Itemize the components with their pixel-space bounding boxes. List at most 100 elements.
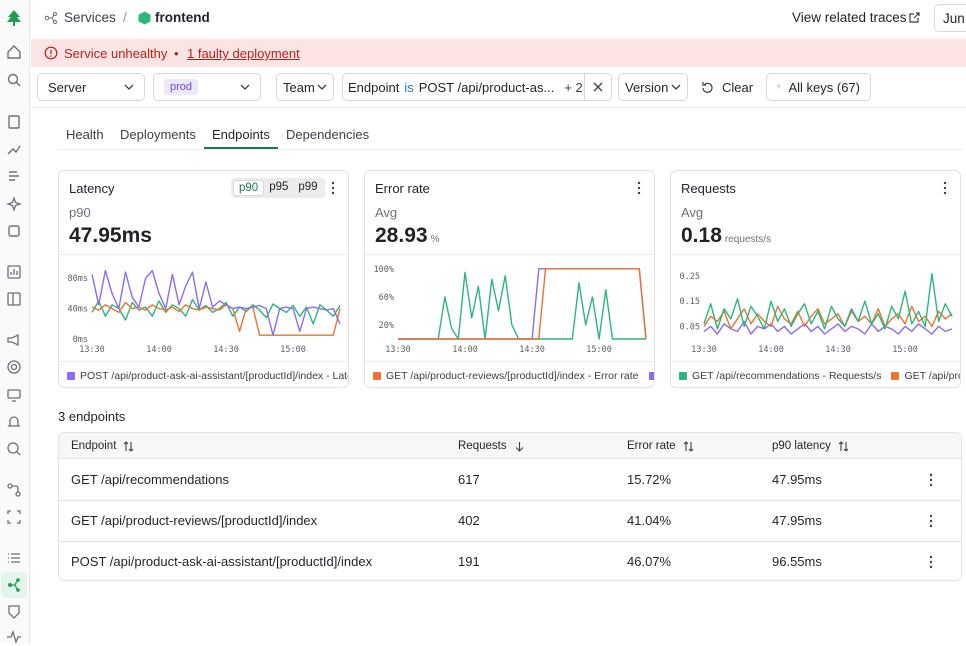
legend-item[interactable]: GET /api/recommendations - Requests/s (679, 370, 881, 382)
breadcrumb-service: frontend (155, 10, 210, 25)
legend-item[interactable]: GET /api/product-reviews/[productId]/ind… (891, 370, 960, 382)
service-icon (138, 11, 151, 25)
stat-unit: requests/s (724, 234, 772, 245)
nav-dashboards[interactable] (5, 290, 23, 308)
legend-item[interactable]: POST /api/product-ask-ai-assistant/[prod… (648, 370, 654, 382)
line-chart: 20% 60% 100% 13:30 14:00 14:30 15:00 (374, 265, 647, 355)
nav-pulse[interactable] (5, 628, 23, 646)
legend-item[interactable]: GET /api/product-reviews/[productId]/ind… (373, 370, 639, 382)
column-header[interactable]: Requests (458, 433, 525, 459)
tab[interactable]: Health (66, 127, 104, 142)
percentile-option[interactable]: p99 (298, 181, 318, 193)
stat-label: p90 (69, 205, 91, 220)
nav-targets[interactable] (5, 358, 23, 376)
divider (365, 254, 654, 255)
divider (59, 254, 348, 255)
alert-link[interactable]: 1 faulty deployment (187, 46, 300, 61)
menu-button[interactable] (929, 555, 933, 569)
legend-item[interactable]: POST /api/product-ask-ai-assistant/[prod… (67, 370, 348, 382)
dot (929, 478, 933, 482)
tab-indicator (204, 147, 278, 149)
logo[interactable] (5, 9, 23, 27)
y-tick-label: 0.25 (680, 272, 700, 282)
version-dropdown[interactable]: Version (618, 73, 688, 101)
stat-unit: % (430, 234, 440, 245)
alert-icon (44, 46, 58, 60)
chevron (671, 84, 681, 90)
divider (59, 361, 348, 362)
percentile-option[interactable]: p90 (233, 180, 265, 196)
menu-button[interactable] (637, 181, 641, 195)
cell: 47.95ms (772, 513, 822, 528)
series-line (703, 272, 953, 330)
nav-infra[interactable] (5, 222, 23, 240)
nav-monitor[interactable] (5, 386, 23, 404)
menu-button[interactable] (929, 514, 933, 528)
reset-icon (702, 81, 713, 93)
column-header[interactable]: Error rate (627, 433, 694, 459)
filter-icon (777, 85, 781, 89)
legend-label: GET /api/product-reviews/[productId]/ind… (904, 370, 960, 382)
divider (671, 254, 960, 255)
cell: 617 (458, 472, 480, 487)
clear-button[interactable]: Clear (696, 73, 760, 101)
tab[interactable]: Dependencies (286, 127, 370, 142)
env-dropdown[interactable]: prod (153, 73, 261, 101)
stat: 47.95ms (69, 224, 152, 248)
menu-button[interactable] (929, 473, 933, 487)
card-title: Requests (681, 181, 736, 196)
dot (929, 560, 933, 564)
column-header[interactable]: Endpoint (71, 433, 134, 459)
x-tick-label: 15:00 (280, 345, 306, 355)
nav-ai[interactable] (5, 195, 23, 213)
x-tick-label: 14:30 (519, 345, 545, 355)
nav-list[interactable] (5, 549, 23, 567)
cell: 96.55ms (772, 554, 822, 569)
dot (929, 483, 933, 487)
nav-announce[interactable] (5, 331, 23, 349)
y-tick-label: 100% (374, 265, 394, 275)
dot (943, 191, 947, 195)
stat-label: Avg (375, 205, 398, 220)
tab[interactable]: Endpoints (212, 127, 270, 142)
filter-divider (31, 107, 966, 108)
nav-search[interactable] (5, 71, 23, 89)
alert-banner (31, 39, 966, 67)
nav-security[interactable] (5, 603, 23, 621)
card-title: Latency (69, 181, 115, 196)
tab[interactable]: Deployments (120, 127, 196, 142)
breadcrumb-services[interactable]: Services (64, 10, 116, 25)
chevron (124, 84, 134, 90)
nav-traces[interactable] (5, 168, 23, 186)
x-tick-label: 15:00 (892, 345, 918, 355)
column-header[interactable]: p90 latency (772, 433, 849, 459)
all-keys-label: All keys (67) (788, 79, 860, 95)
view-related-traces[interactable]: View related traces (792, 10, 907, 25)
cell: 46.07% (627, 554, 672, 569)
chevron (240, 84, 250, 90)
percentile-option[interactable]: p95 (269, 181, 289, 193)
menu-button[interactable] (331, 181, 335, 195)
nav-trends[interactable] (5, 141, 23, 159)
nav-flows[interactable] (5, 481, 23, 499)
endpoint-remove[interactable] (584, 74, 611, 100)
nav-explore[interactable] (5, 440, 23, 458)
table-header (59, 433, 961, 459)
endpoint-filter[interactable]: Endpoint is POST /api/product-as... + 2 (342, 73, 612, 101)
menu-button[interactable] (943, 181, 947, 195)
nav-alerts[interactable] (5, 413, 23, 431)
nav-frame[interactable] (5, 508, 23, 526)
sort-arrows (683, 440, 693, 452)
all-keys-button[interactable]: All keys (67) (766, 73, 871, 101)
nav-services[interactable] (5, 576, 23, 594)
nav-logs[interactable] (5, 113, 23, 131)
series-line (398, 271, 646, 340)
nav-metrics[interactable] (5, 263, 23, 281)
server-dropdown[interactable]: Server (37, 73, 145, 101)
legend-label: POST /api/product-ask-ai-assistant/[prod… (80, 370, 348, 382)
date-picker[interactable]: Jun (934, 4, 966, 32)
nav-home[interactable] (5, 43, 23, 61)
cell: GET /api/recommendations (71, 472, 229, 487)
team-dropdown[interactable]: Team (276, 73, 334, 101)
